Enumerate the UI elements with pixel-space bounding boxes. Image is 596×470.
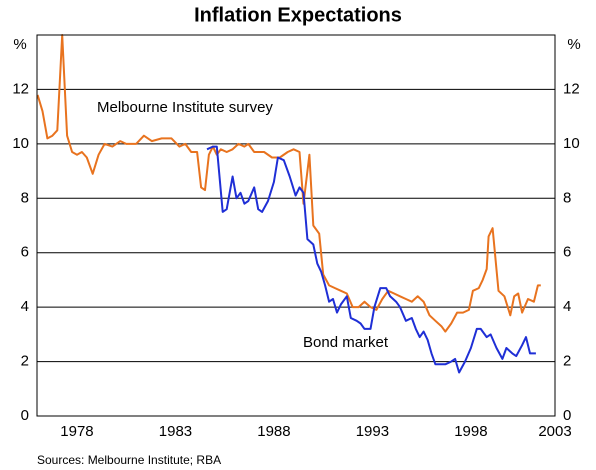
y-unit-left: % xyxy=(13,36,26,53)
plot-frame xyxy=(36,34,556,417)
y-tick-label: 0 xyxy=(21,407,29,424)
y2-tick-label: 4 xyxy=(563,298,571,315)
series-label: Bond market xyxy=(303,334,389,351)
x-tick-label: 1993 xyxy=(356,423,389,440)
x-tick-label: 1988 xyxy=(257,423,290,440)
chart-title: Inflation Expectations xyxy=(194,4,402,26)
series-line xyxy=(36,34,541,333)
x-tick-label: 1978 xyxy=(60,423,93,440)
x-tick-label: 2003 xyxy=(538,423,571,440)
y2-tick-label: 12 xyxy=(563,80,580,97)
y-tick-label: 10 xyxy=(12,135,29,152)
y-tick-label: 4 xyxy=(21,298,29,315)
y-tick-label: 12 xyxy=(12,80,29,97)
series-label: Melbourne Institute survey xyxy=(97,99,273,116)
y-tick-label: 2 xyxy=(21,353,29,370)
y-tick-label: 8 xyxy=(21,189,29,206)
y-unit-right: % xyxy=(567,36,580,53)
y2-tick-label: 10 xyxy=(563,135,580,152)
y2-tick-label: 2 xyxy=(563,353,571,370)
y2-tick-label: 8 xyxy=(563,189,571,206)
x-tick-label: 1998 xyxy=(454,423,487,440)
y2-tick-label: 0 xyxy=(563,407,571,424)
source-note: Sources: Melbourne Institute; RBA xyxy=(37,453,221,467)
y2-tick-label: 6 xyxy=(563,244,571,261)
series-line xyxy=(206,145,536,374)
y-tick-label: 6 xyxy=(21,244,29,261)
x-tick-label: 1983 xyxy=(159,423,192,440)
